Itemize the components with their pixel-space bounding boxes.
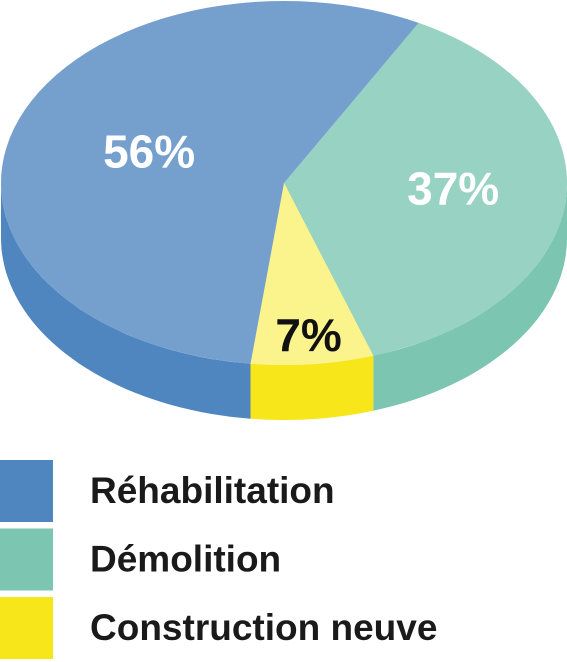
legend-swatch [0, 460, 53, 522]
legend-swatch [0, 597, 53, 659]
pie-slice-highlight [250, 183, 374, 365]
pie-side [250, 355, 374, 420]
legend-label: Réhabilitation [90, 470, 335, 511]
legend-swatch [0, 528, 53, 591]
value-label: 56% [103, 126, 195, 178]
pie-side [373, 183, 567, 411]
pie-slice-highlight [1, 1, 419, 364]
pie-slice [284, 22, 567, 356]
legend-label: Construction neuve [90, 607, 437, 648]
value-label: 7% [275, 309, 341, 361]
legend-label: Démolition [90, 538, 281, 579]
pie-slice [1, 1, 419, 364]
value-label: 37% [407, 163, 499, 215]
pie-side [1, 183, 251, 419]
pie-slice-highlight [284, 22, 567, 356]
